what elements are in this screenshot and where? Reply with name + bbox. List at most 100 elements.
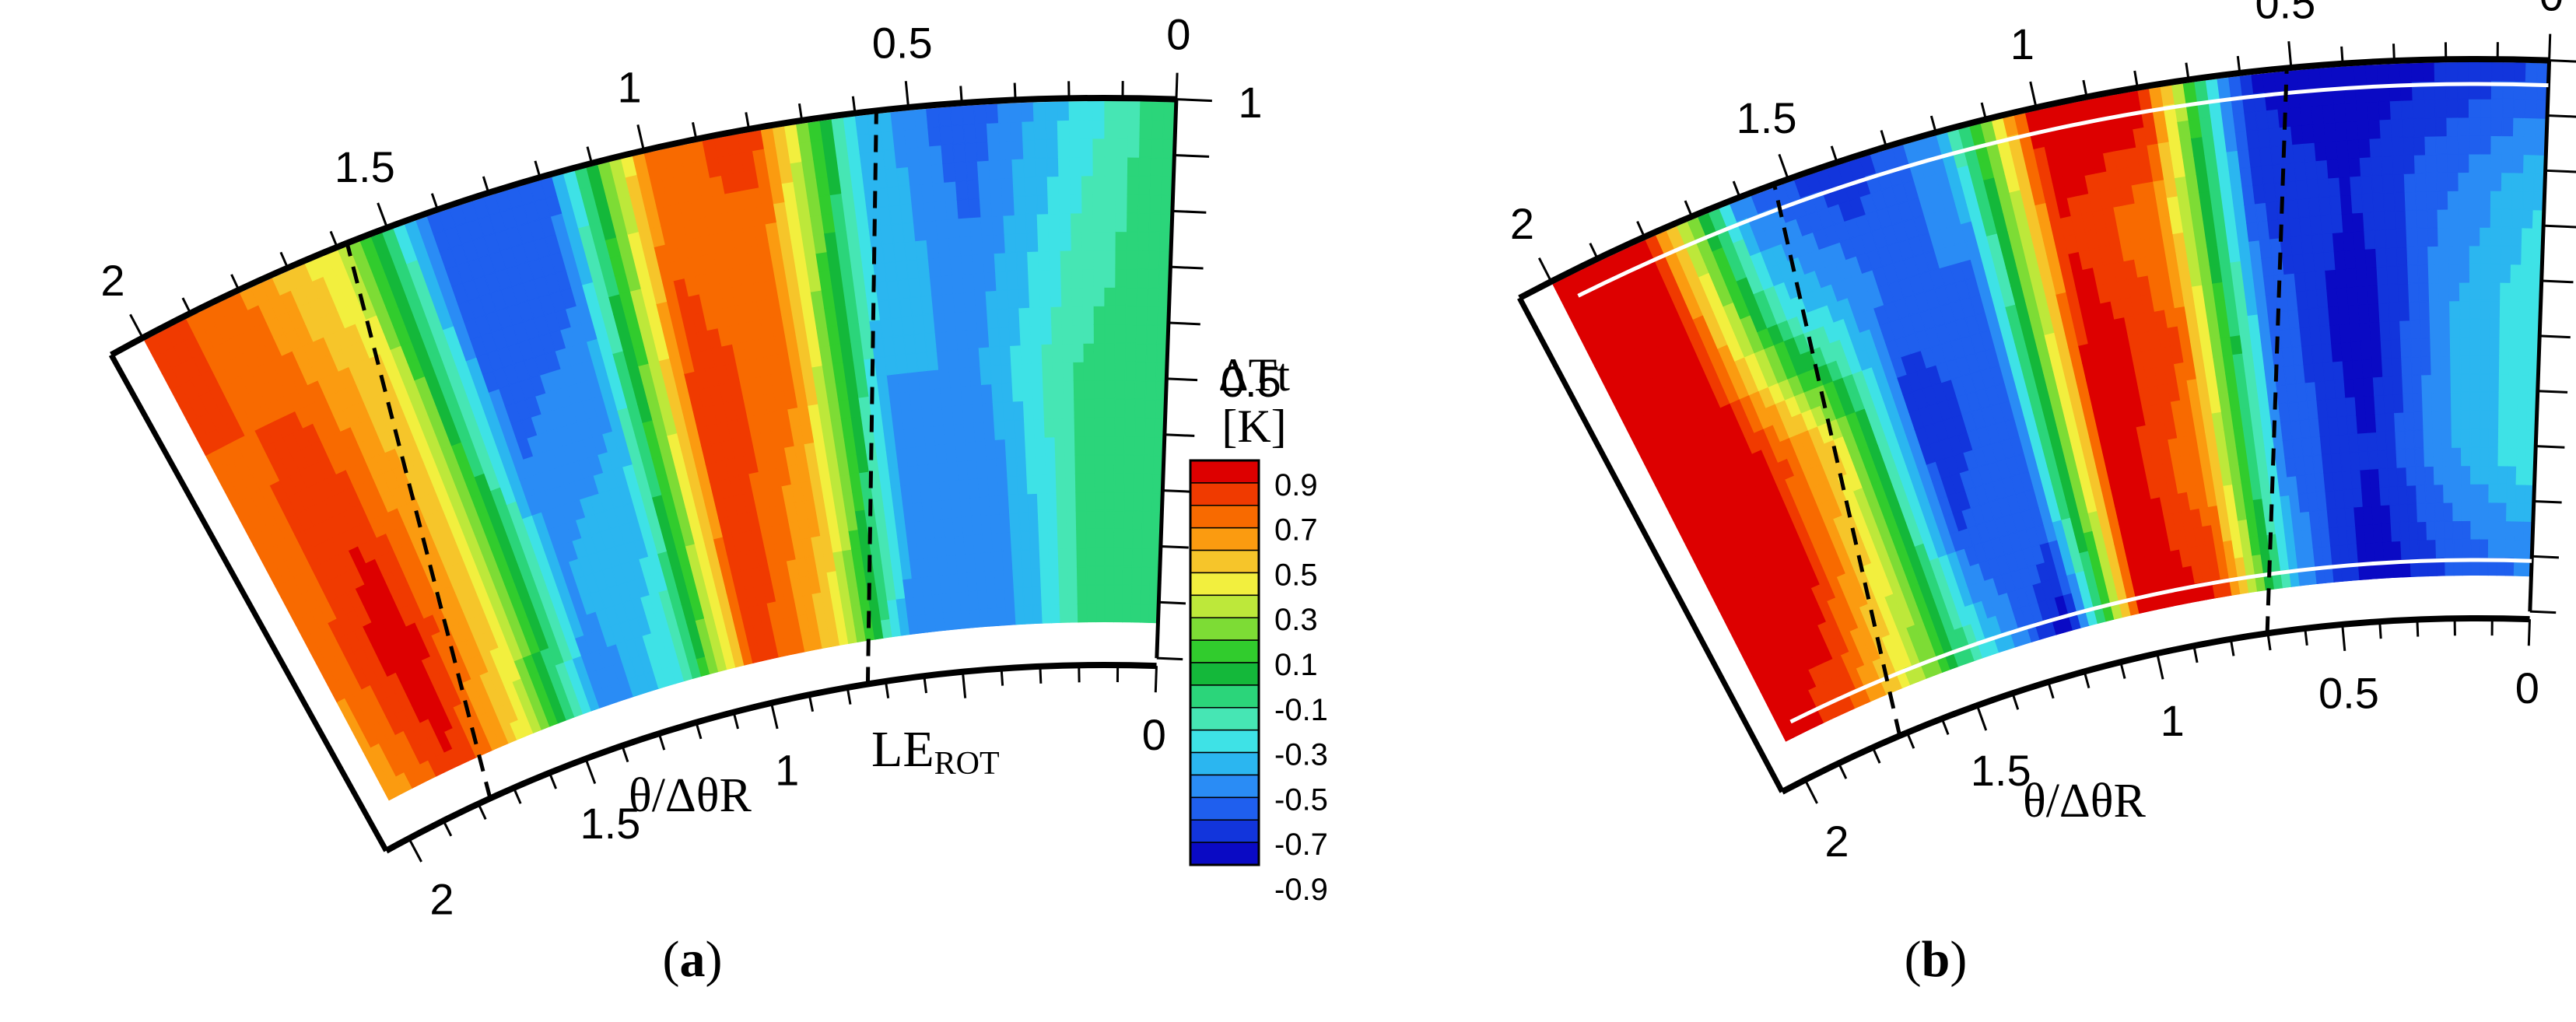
contour-cell <box>1137 194 1151 214</box>
contour-cell <box>1077 584 1088 604</box>
contour-cell <box>2446 117 2459 137</box>
contour-cell <box>2374 394 2386 415</box>
contour-cell <box>2456 61 2470 82</box>
contour-cell <box>2300 105 2314 126</box>
contour-cell <box>2469 282 2481 302</box>
contour-cell <box>2427 538 2438 559</box>
contour-cell <box>2317 177 2331 198</box>
contour-cell <box>1065 473 1077 493</box>
contour-cell <box>2457 135 2470 155</box>
colorbar-swatch <box>1190 482 1260 506</box>
contour-cell <box>1147 287 1160 307</box>
inner-tick <box>1000 668 1004 686</box>
contour-cell <box>2396 466 2408 487</box>
contour-cell <box>2469 446 2481 467</box>
contour-cell <box>2422 411 2434 431</box>
contour-cell <box>1050 604 1061 624</box>
contour-cell <box>1007 474 1019 495</box>
contour-cell <box>998 326 1011 347</box>
contour-cell <box>1139 119 1153 140</box>
contour-cell <box>1029 288 1042 308</box>
contour-cell <box>2376 265 2389 286</box>
radial-tick <box>1164 433 1195 437</box>
contour-cell <box>2349 322 2362 343</box>
contour-cell <box>2399 301 2411 321</box>
contour-cell <box>2380 338 2392 359</box>
contour-cell <box>2374 412 2387 433</box>
contour-cell <box>2348 303 2360 324</box>
contour-cell <box>2311 104 2325 125</box>
contour-cell <box>984 439 997 460</box>
contour-cell <box>926 238 941 259</box>
outer-tick-label: 2 <box>100 256 124 305</box>
contour-cell <box>1014 214 1028 234</box>
contour-cell <box>1144 417 1156 438</box>
contour-cell <box>2365 64 2379 85</box>
contour-cell <box>2387 467 2399 487</box>
contour-cell <box>2396 246 2409 267</box>
contour-cell <box>1057 138 1071 159</box>
contour-cell <box>1023 157 1037 178</box>
contour-cell <box>2365 541 2377 562</box>
inner-tick <box>884 681 890 698</box>
contour-cell <box>965 440 978 461</box>
contour-cell <box>1094 454 1106 474</box>
contour-cell <box>941 143 955 164</box>
contour-cell <box>1048 548 1060 569</box>
contour-cell <box>2452 520 2463 540</box>
outer-tick <box>129 313 144 339</box>
contour-cell <box>2434 61 2447 82</box>
contour-cell <box>949 105 964 127</box>
contour-cell <box>979 197 994 218</box>
contour-cell <box>1125 324 1137 345</box>
contour-cell <box>2449 318 2461 338</box>
contour-cell <box>991 531 1004 552</box>
contour-cell <box>2457 98 2470 118</box>
contour-cell <box>1082 249 1095 270</box>
contour-cell <box>2469 336 2481 356</box>
contour-cell <box>1015 456 1028 477</box>
contour-cell <box>1094 417 1106 437</box>
contour-cell <box>2314 269 2328 290</box>
contour-cell <box>909 184 924 205</box>
contour-cell <box>951 124 966 145</box>
contour-cell <box>926 107 941 128</box>
contour-cell <box>1036 213 1050 233</box>
contour-cell <box>1064 454 1077 474</box>
contour-cell <box>1133 473 1144 493</box>
contour-cell <box>2339 194 2353 215</box>
contour-cell <box>1046 492 1058 513</box>
contour-cell <box>1051 343 1064 363</box>
contour-cell <box>979 495 991 516</box>
contour-cell <box>1051 324 1064 345</box>
contour-cell <box>2429 300 2441 320</box>
contour-cell <box>2451 410 2462 430</box>
contour-cell <box>939 124 954 146</box>
contour-cell <box>2370 156 2384 176</box>
contour-cell <box>1092 156 1106 177</box>
contour-cell <box>2371 504 2383 525</box>
contour-cell <box>2461 483 2472 503</box>
radial-tick <box>1174 153 1210 158</box>
contour-cell <box>2360 468 2371 489</box>
contour-cell <box>990 513 1002 534</box>
contour-cell <box>1004 438 1017 458</box>
contour-cell <box>982 401 995 422</box>
contour-cell <box>978 178 992 199</box>
contour-cell <box>993 233 1007 254</box>
contour-cell <box>1011 381 1025 402</box>
contour-cell <box>1037 231 1050 252</box>
contour-cell <box>1127 101 1141 121</box>
contour-cell <box>2437 208 2449 229</box>
contour-cell <box>2312 122 2326 143</box>
contour-cell <box>1104 101 1117 121</box>
contour-cell <box>2452 465 2462 485</box>
contour-cell <box>983 271 997 292</box>
contour-cell <box>1104 249 1116 269</box>
contour-cell <box>984 569 997 590</box>
contour-cell <box>2385 430 2397 450</box>
contour-cell <box>1126 231 1139 251</box>
contour-cell <box>1141 529 1153 549</box>
contour-cell <box>2434 98 2448 118</box>
contour-cell <box>2459 318 2471 338</box>
